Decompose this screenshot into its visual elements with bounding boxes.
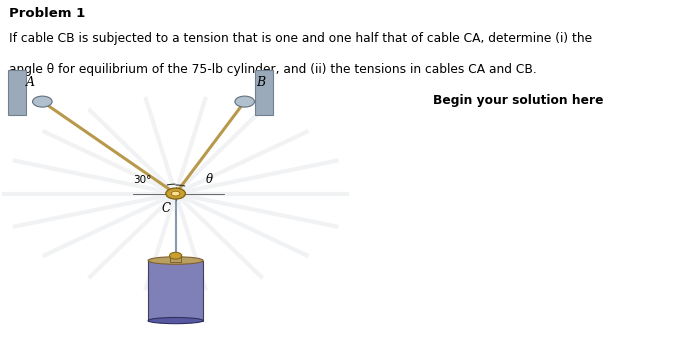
FancyBboxPatch shape <box>148 261 203 321</box>
Text: B: B <box>256 76 266 89</box>
Text: Problem 1: Problem 1 <box>9 7 85 19</box>
Text: If cable CB is subjected to a tension that is one and one half that of cable CA,: If cable CB is subjected to a tension th… <box>9 32 592 45</box>
Circle shape <box>172 191 180 196</box>
Text: 30°: 30° <box>133 175 151 185</box>
FancyBboxPatch shape <box>255 70 273 115</box>
Ellipse shape <box>148 257 203 264</box>
Text: Begin your solution here: Begin your solution here <box>433 94 603 107</box>
Circle shape <box>166 188 185 199</box>
FancyBboxPatch shape <box>170 254 181 262</box>
Circle shape <box>235 96 254 107</box>
Text: C: C <box>162 202 171 215</box>
Ellipse shape <box>148 318 203 324</box>
Circle shape <box>33 96 52 107</box>
Circle shape <box>170 252 182 259</box>
Text: angle θ for equilibrium of the 75-lb cylinder, and (ii) the tensions in cables C: angle θ for equilibrium of the 75-lb cyl… <box>9 63 536 76</box>
FancyBboxPatch shape <box>7 70 26 115</box>
Text: θ: θ <box>205 173 213 186</box>
Text: A: A <box>26 76 35 89</box>
